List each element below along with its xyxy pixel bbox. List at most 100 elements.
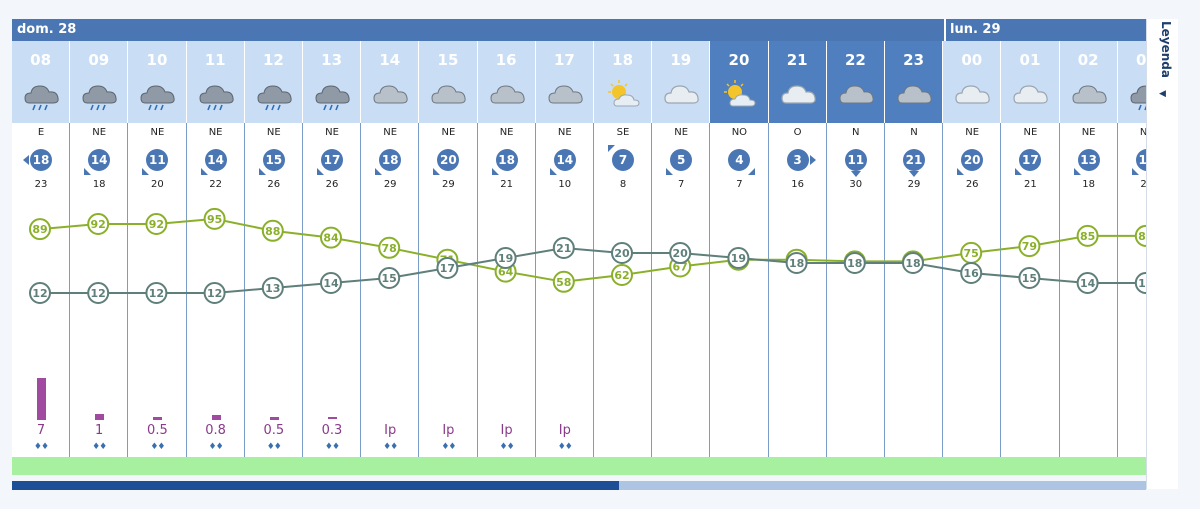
hour-label: 20: [728, 51, 750, 69]
temperature-value: 14: [1138, 277, 1146, 290]
hour-label: 23: [903, 51, 925, 69]
legend-panel[interactable]: Leyenda ◀: [1146, 19, 1178, 489]
wind-arrow-icon: [142, 168, 150, 175]
hour-cell-09: 09: [70, 41, 128, 123]
wind-direction: E: [37, 127, 45, 138]
wind-speed-badge: 18: [30, 149, 52, 171]
humidity-value: 58: [556, 276, 571, 289]
column-divider: [942, 123, 944, 459]
humidity-value: 64: [498, 266, 514, 279]
humidity-point: [552, 270, 575, 293]
temperature-value: 12: [32, 287, 47, 300]
temperature-point: [902, 252, 924, 274]
humidity-value: 92: [91, 218, 106, 231]
temperature-value: 12: [149, 287, 164, 300]
legend-toggle-icon[interactable]: ◀: [1159, 89, 1166, 99]
humidity-point: [378, 236, 401, 259]
hour-label: 17: [553, 51, 575, 69]
cloud-icon: [490, 85, 525, 104]
wind-gust: 18: [92, 179, 106, 190]
hour-label: 08: [30, 51, 52, 69]
temperature-value: 21: [556, 242, 571, 255]
column-divider: [69, 123, 71, 459]
wind-speed-badge: 11: [844, 149, 867, 171]
legend-label[interactable]: Leyenda: [1159, 21, 1173, 78]
hour-label: 13: [321, 51, 343, 69]
precip-amount: 0.5: [263, 423, 285, 438]
wind-arrow-icon: [200, 168, 208, 175]
wind-arrow-icon: [809, 155, 816, 165]
temperature-series: 12 12 12 12 13 14 15 17 19 21 20 20 19 18 18 18 16 15 14 14: [29, 237, 1146, 304]
hour-cell-19: 19: [652, 41, 710, 123]
humidity-point: [203, 207, 226, 230]
temperature-value: 12: [91, 287, 106, 300]
temperature-value: 14: [323, 277, 339, 290]
temperature-value: 20: [673, 247, 689, 260]
hour-cell-08: 08: [12, 41, 70, 123]
cloud-icon: [1072, 85, 1107, 104]
hour-cell-20: 20: [710, 41, 768, 123]
wind-arrow-icon: [375, 168, 383, 175]
wind-speed-badge: 20: [437, 149, 460, 171]
wind-direction: NE: [674, 127, 689, 138]
horizontal-scrollbar[interactable]: [12, 481, 1146, 490]
precip-bar: [95, 414, 105, 420]
humidity-value: 84: [323, 232, 339, 245]
temperature-point: [145, 282, 168, 304]
wind-gust: 10: [558, 179, 572, 190]
hour-cell-15: 15: [419, 41, 477, 123]
light-cloud-icon: [1013, 85, 1049, 104]
wind-direction: NO: [731, 127, 748, 138]
wind-gust: 8: [619, 179, 627, 190]
precip-amount: Ip: [558, 423, 571, 438]
wind-speed-badge: 14: [553, 149, 576, 171]
wind-gust: 7: [678, 179, 685, 190]
temperature-value: 15: [382, 272, 397, 285]
wind-direction: SE: [616, 127, 630, 138]
column-divider: [709, 123, 711, 459]
wind-speed-badge: 5: [670, 149, 693, 171]
scrollbar-thumb[interactable]: [12, 481, 619, 490]
column-divider: [476, 123, 478, 459]
hour-label: 19: [670, 51, 692, 69]
temperature-point: [494, 247, 517, 269]
precip-bar: [153, 417, 163, 420]
humidity-point: [145, 213, 168, 235]
raindrop-icon: ♦♦: [33, 442, 49, 452]
raindrop-icon: ♦♦: [92, 442, 107, 452]
hour-cell-00: 00: [943, 41, 1001, 123]
hour-cell-21: 21: [768, 41, 826, 123]
wind-direction: N: [852, 127, 860, 138]
cloud-icon: [431, 85, 467, 104]
humidity-point: [1134, 224, 1146, 247]
temperature-value: 18: [847, 257, 862, 270]
wind-speed-badge: 7: [612, 149, 634, 171]
wind-gust: 7: [736, 179, 743, 190]
rain-cloud-icon: [140, 85, 176, 111]
wind-speed-badge: 3: [786, 149, 809, 171]
humidity-value: 78: [382, 242, 397, 255]
humidity-value: 85: [1080, 230, 1095, 243]
hour-label: 21: [786, 51, 808, 69]
precip-bar: [328, 417, 337, 419]
column-divider: [360, 123, 362, 459]
hour-cell-13: 13: [303, 41, 361, 123]
hourly-forecast-panel: dom. 28 lun. 29 08 E 18 23 7 ♦♦ 09 NE 14 18 1 ♦♦ 10 N…: [12, 19, 1146, 475]
day-label-sunday: dom. 28: [17, 22, 77, 37]
wind-gust: 30: [849, 179, 863, 190]
humidity-point: [1018, 235, 1041, 258]
day-header-bar: dom. 28 lun. 29: [12, 19, 1146, 41]
hour-cell-12: 12: [244, 41, 302, 123]
wind-speed-badge: 14: [88, 149, 111, 171]
light-cloud-icon: [664, 85, 699, 104]
column-divider: [1116, 123, 1118, 459]
wind-gust: 22: [1140, 179, 1146, 190]
hour-cell-01: 01: [1001, 41, 1059, 123]
hour-label: 09: [88, 51, 110, 69]
wind-arrow-icon: [23, 155, 29, 165]
wind-arrow-icon: [909, 171, 919, 177]
humidity-point: [29, 218, 51, 241]
cloud-icon: [373, 85, 408, 104]
humidity-value: 85: [1138, 230, 1146, 243]
column-divider: [825, 123, 827, 459]
